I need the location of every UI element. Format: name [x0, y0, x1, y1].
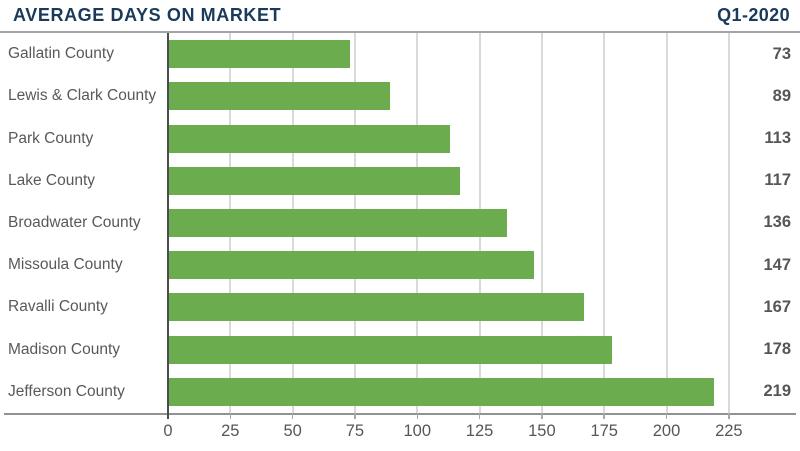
bar-madison-county	[168, 335, 612, 364]
x-tick-mark-200	[665, 413, 668, 419]
value-label: 73	[772, 44, 791, 63]
x-tick-label-75: 75	[345, 422, 365, 440]
value-label: 136	[763, 213, 791, 232]
value-label: 89	[772, 86, 791, 105]
x-tick-mark-50	[291, 413, 294, 419]
value-label: 178	[763, 340, 791, 359]
chart-title: AVERAGE DAYS ON MARKET	[13, 5, 282, 25]
bar-row: Lake County 117	[0, 160, 800, 202]
x-tick-label-50: 50	[283, 422, 302, 440]
bar-jefferson-county	[168, 377, 714, 406]
bar-park-county	[168, 124, 450, 153]
bar-ravalli-county	[168, 293, 585, 322]
category-label: Ravalli County	[8, 298, 108, 316]
category-label: Gallatin County	[8, 45, 114, 63]
category-label: Broadwater County	[8, 213, 141, 231]
chart-header: AVERAGE DAYS ON MARKET Q1-2020	[0, 0, 800, 31]
bar-row: Ravalli County 167	[0, 286, 800, 328]
x-axis-line	[4, 413, 796, 415]
bar-row: Park County 113	[0, 117, 800, 159]
bar-broadwater-county	[168, 208, 507, 237]
x-tick-mark-225	[728, 413, 730, 419]
x-tick-label-150: 150	[528, 422, 556, 440]
category-label: Madison County	[8, 340, 121, 358]
x-tick-label-175: 175	[590, 422, 618, 440]
category-label: Lake County	[8, 171, 96, 189]
bar-row: Broadwater County 136	[0, 202, 800, 244]
plot-area: Gallatin County 73 Lewis & Clark County 89 P…	[0, 33, 800, 413]
bar-missoula-county	[168, 251, 535, 280]
bar-gallatin-county	[168, 40, 350, 69]
gridline-x-200	[665, 33, 668, 413]
period-label: Q1-2020	[717, 5, 790, 25]
x-tick-label-125: 125	[465, 422, 494, 440]
bar-row: Jefferson County 219	[0, 371, 800, 413]
category-label: Missoula County	[8, 256, 123, 274]
value-label: 219	[763, 382, 791, 401]
bar-row: Lewis & Clark County 89	[0, 75, 800, 117]
x-tick-label-100: 100	[403, 422, 432, 440]
gridline-x-150	[540, 33, 543, 413]
value-label: 147	[763, 255, 791, 274]
x-tick-label-0: 0	[163, 422, 173, 440]
value-label: 167	[763, 297, 791, 316]
value-label: 117	[764, 171, 791, 190]
x-tick-mark-0	[167, 413, 170, 419]
x-tick-mark-25	[229, 413, 232, 419]
gridline-x-225	[727, 33, 730, 413]
x-tick-label-225: 225	[715, 422, 743, 440]
x-tick-mark-150	[541, 413, 543, 419]
x-tick-label-200: 200	[652, 422, 681, 440]
x-tick-label-25: 25	[221, 422, 240, 440]
bar-lake-county	[168, 166, 460, 195]
x-tick-mark-175	[603, 413, 605, 419]
bar-row: Madison County 178	[0, 329, 800, 371]
x-tick-mark-75	[354, 413, 356, 419]
category-label: Jefferson County	[8, 382, 125, 400]
gridline-x-175	[603, 33, 606, 413]
value-label: 113	[764, 129, 791, 148]
bar-row: Gallatin County 73	[0, 33, 800, 75]
bar-row: Missoula County 147	[0, 244, 800, 286]
zero-axis-line	[167, 33, 169, 419]
x-tick-mark-125	[478, 413, 481, 419]
bar-lewis-clark-county	[168, 82, 390, 111]
plot-top-border	[0, 31, 800, 33]
x-tick-mark-100	[416, 413, 418, 419]
category-label: Park County	[8, 129, 94, 147]
category-label: Lewis & Clark County	[8, 87, 157, 105]
